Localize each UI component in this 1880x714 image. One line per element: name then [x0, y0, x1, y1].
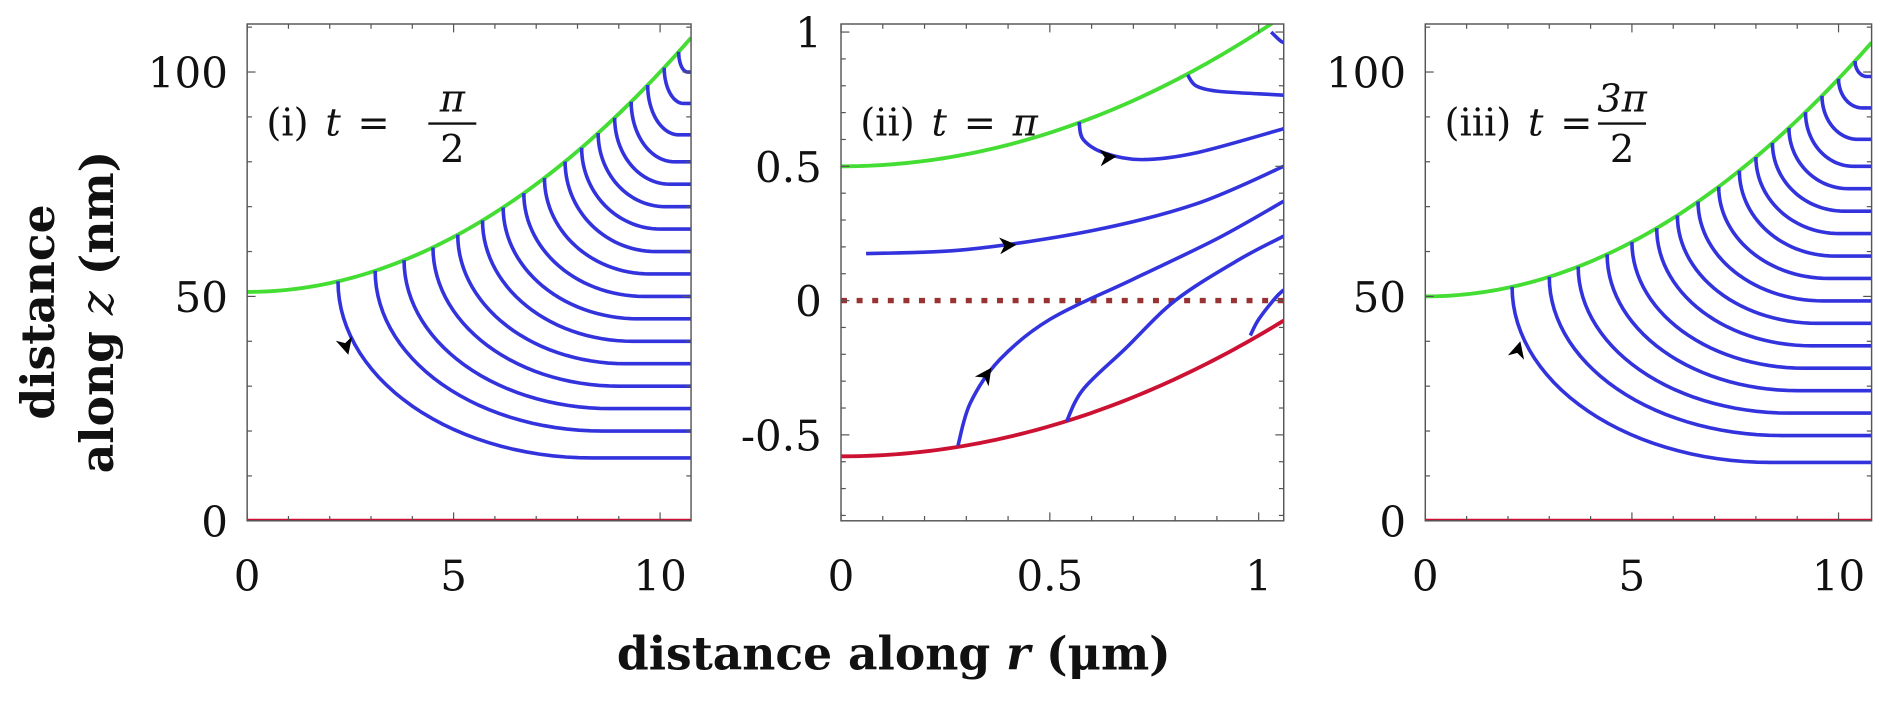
streamline	[1853, 60, 1872, 79]
x-tick-label: 10	[633, 551, 686, 600]
streamline	[455, 234, 692, 366]
lower-boundary-line	[841, 318, 1284, 459]
streamline	[1510, 286, 1872, 465]
streamline	[629, 101, 692, 164]
panel-label: (iii)	[1444, 101, 1511, 146]
plot-frame	[840, 23, 1285, 522]
streamline	[1716, 186, 1872, 281]
plot-frame	[246, 23, 692, 522]
y-tick-label: 50	[175, 273, 228, 322]
x-axis-title: distance along r (μm)	[617, 627, 1171, 681]
y-axis-title-line2: along z (nm)	[70, 151, 124, 474]
streamline	[1077, 121, 1284, 162]
panel-title: (iii) t =	[1444, 101, 1592, 146]
x-tick-label: 0.5	[1016, 551, 1083, 600]
x-tick-label: 10	[1812, 551, 1865, 600]
title-variable: t	[325, 101, 341, 146]
streamline	[1605, 254, 1872, 393]
streamline	[1836, 78, 1872, 110]
streamline	[1186, 73, 1284, 97]
x-tick-label: 0	[1412, 551, 1439, 600]
streamline	[1576, 266, 1872, 415]
streamline	[1675, 215, 1872, 326]
panel-title: (ii) t = π	[860, 101, 1038, 146]
streamline	[373, 270, 692, 433]
streamline	[336, 281, 692, 460]
y-tick-label: 0	[1379, 497, 1406, 546]
x-tick-label: 5	[1619, 551, 1646, 600]
panel-title: (i) t =	[266, 101, 389, 146]
arrow-marker	[335, 336, 353, 355]
x-tick-label: 0	[234, 551, 261, 600]
streamline	[612, 117, 692, 187]
title-denominator: 2	[440, 127, 464, 172]
arrow-marker	[999, 237, 1017, 255]
streamline	[1754, 157, 1872, 236]
streamline	[1630, 241, 1872, 371]
arrow-marker	[974, 367, 992, 387]
streamline	[1248, 288, 1284, 337]
title-equals: =	[358, 101, 390, 146]
streamline	[563, 161, 692, 254]
y-tick-label: 0.5	[755, 143, 822, 192]
x-tick-label: 5	[440, 551, 467, 600]
upper-boundary-line	[841, 24, 1275, 169]
streamline	[1696, 201, 1872, 303]
streamline	[676, 51, 692, 74]
title-variable: t	[932, 101, 948, 146]
panel-ii: 0 0.5 1 -0.5 0 0.5 1 (ii) t = π	[741, 9, 1285, 600]
streamline	[1820, 95, 1872, 142]
streamline	[431, 247, 692, 388]
plot-area	[247, 36, 692, 521]
title-equals: =	[964, 101, 996, 146]
streamline	[1547, 276, 1872, 438]
streamline	[1654, 228, 1872, 348]
title-denominator: 2	[1610, 127, 1634, 172]
streamline	[662, 67, 692, 106]
streamline	[956, 199, 1284, 447]
panel-label: (i)	[266, 101, 308, 146]
plot-area	[1425, 41, 1872, 521]
plot-frame	[1424, 23, 1873, 522]
streamline	[402, 260, 692, 411]
streamline	[501, 207, 692, 321]
title-numerator: 3π	[1597, 77, 1647, 122]
arrow-marker	[1099, 149, 1117, 167]
streamline	[1770, 142, 1872, 213]
x-tick-label: 1	[1245, 551, 1272, 600]
streamline	[1064, 234, 1284, 423]
upper-boundary-line	[1425, 41, 1872, 299]
streamline	[866, 164, 1284, 256]
arrow-marker	[1507, 341, 1525, 360]
y-tick-label: 0	[795, 277, 822, 326]
streamline	[542, 177, 692, 276]
streamline	[1269, 30, 1284, 45]
y-tick-label: -0.5	[741, 411, 822, 460]
y-tick-label: 100	[148, 49, 228, 98]
y-tick-label: 0	[201, 497, 228, 546]
plot-area	[841, 24, 1284, 459]
title-variable: t	[1528, 101, 1544, 146]
y-axis-title-line1: distance	[11, 204, 65, 419]
panel-label: (ii)	[860, 101, 914, 146]
title-equals: =	[1560, 101, 1592, 146]
streamline	[1787, 127, 1872, 191]
streamline	[480, 220, 692, 344]
y-tick-label: 1	[795, 9, 822, 58]
x-tick-label: 0	[828, 551, 855, 600]
streamline	[645, 84, 692, 137]
upper-boundary-line	[247, 36, 692, 294]
y-tick-label: 50	[1353, 273, 1406, 322]
streamline	[1737, 170, 1872, 258]
title-value: π	[1012, 101, 1039, 146]
streamline	[522, 193, 692, 299]
streamline	[596, 132, 692, 209]
title-numerator: π	[439, 77, 466, 122]
streamline	[1803, 112, 1872, 169]
y-tick-label: 100	[1326, 49, 1406, 98]
streamline	[579, 147, 692, 231]
